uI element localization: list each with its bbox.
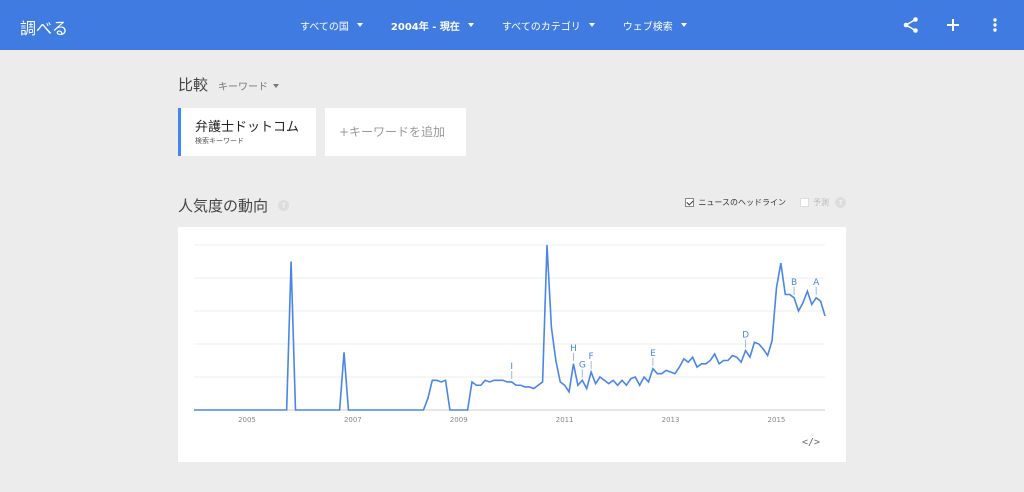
interest-title: 人気度の動向 xyxy=(178,197,269,215)
search-term-name: 弁護士ドットコム xyxy=(195,120,300,135)
caret-down-icon xyxy=(680,23,687,27)
interest-chart-panel: 2005 2007 2009 2011 2013 2015 I H G F E D B A </> xyxy=(178,227,846,462)
filter-search-type[interactable]: ウェブ検索 xyxy=(623,18,687,33)
x-tick-label: 2015 xyxy=(768,416,786,424)
x-tick-label: 2007 xyxy=(344,416,362,424)
top-actions xyxy=(880,0,1006,50)
help-icon[interactable]: ? xyxy=(278,200,290,211)
share-icon[interactable] xyxy=(900,14,922,36)
caret-down-icon xyxy=(588,23,595,27)
forecast-label: 予測 xyxy=(813,198,829,207)
news-headlines-checkbox[interactable] xyxy=(685,198,695,207)
x-tick-label: 2011 xyxy=(556,416,574,424)
filter-country-label: すべての国 xyxy=(300,21,349,33)
news-annotation-a[interactable]: A xyxy=(813,278,820,288)
more-vert-icon[interactable] xyxy=(984,14,1006,36)
news-annotation-i[interactable]: I xyxy=(510,362,513,372)
filter-category-label: すべてのカテゴリ xyxy=(501,21,581,33)
compare-header: 比較 キーワード xyxy=(178,74,280,95)
x-tick-label: 2005 xyxy=(238,416,256,424)
news-annotation-b[interactable]: B xyxy=(791,278,797,288)
news-headlines-label: ニュースのヘッドライン xyxy=(698,198,786,207)
interest-series-line[interactable] xyxy=(194,244,826,411)
news-annotation-h[interactable]: H xyxy=(570,344,577,354)
news-annotation-f[interactable]: F xyxy=(589,352,594,362)
filter-time-label: 2004年 - 現在 xyxy=(390,21,460,33)
filter-time-range[interactable]: 2004年 - 現在 xyxy=(391,18,474,33)
filter-category[interactable]: すべてのカテゴリ xyxy=(502,18,595,33)
compare-type-dropdown[interactable]: キーワード xyxy=(218,78,280,93)
forecast-help-icon[interactable]: ? xyxy=(835,197,846,208)
x-tick-label: 2009 xyxy=(450,416,468,424)
filter-country[interactable]: すべての国 xyxy=(300,18,363,33)
caret-down-icon xyxy=(467,23,474,27)
top-app-bar: 調べる すべての国 2004年 - 現在 すべてのカテゴリ ウェブ検索 xyxy=(0,0,1024,50)
filter-bar: すべての国 2004年 - 現在 すべてのカテゴリ ウェブ検索 xyxy=(300,0,715,50)
interest-line-chart[interactable]: 2005 2007 2009 2011 2013 2015 I HGF E D B A xyxy=(178,227,846,462)
x-tick-label: 2013 xyxy=(662,416,680,424)
filter-search-type-label: ウェブ検索 xyxy=(622,21,673,33)
forecast-checkbox[interactable] xyxy=(800,198,809,207)
compare-type-label: キーワード xyxy=(218,82,269,93)
news-annotation-g[interactable]: G xyxy=(579,360,586,370)
interest-over-time-heading: 人気度の動向 ? xyxy=(178,195,290,216)
chart-options: ニュースのヘッドライン 予測 ? xyxy=(685,197,846,208)
news-annotation-e[interactable]: E xyxy=(650,349,656,359)
embed-code-icon[interactable]: </> xyxy=(801,437,820,448)
brand-title[interactable]: 調べる xyxy=(20,19,69,38)
caret-down-icon xyxy=(356,23,363,27)
add-keyword-button[interactable]: +キーワードを追加 xyxy=(325,108,466,156)
search-term-card[interactable]: 弁護士ドットコム 検索キーワード xyxy=(178,108,316,156)
news-annotation-d[interactable]: D xyxy=(742,331,749,341)
caret-down-icon xyxy=(273,83,280,88)
plus-icon[interactable] xyxy=(942,14,964,36)
compare-title: 比較 xyxy=(178,76,209,94)
search-term-type: 検索キーワード xyxy=(195,137,244,145)
